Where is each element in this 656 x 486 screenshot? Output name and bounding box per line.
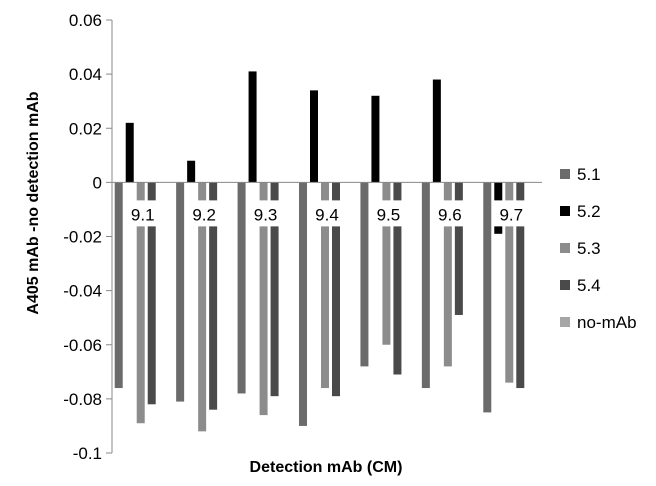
category-label-box bbox=[246, 200, 285, 227]
legend-swatch bbox=[560, 317, 570, 327]
bar bbox=[259, 182, 268, 416]
bar bbox=[505, 182, 514, 383]
bar bbox=[176, 182, 185, 402]
bar bbox=[187, 160, 196, 183]
bar bbox=[310, 90, 318, 183]
y-tick-label: -0.02 bbox=[63, 228, 102, 247]
bar bbox=[248, 71, 257, 183]
bar bbox=[483, 182, 492, 413]
category-label-box bbox=[308, 200, 346, 227]
legend-label: 5.3 bbox=[577, 239, 601, 258]
bar bbox=[125, 122, 134, 183]
bar bbox=[360, 182, 369, 367]
y-tick-label: -0.04 bbox=[63, 282, 102, 301]
bar bbox=[237, 182, 246, 394]
bar bbox=[114, 182, 123, 389]
bar bbox=[382, 182, 391, 345]
category-label: 9.3 bbox=[254, 205, 278, 224]
bar bbox=[299, 182, 307, 426]
bar bbox=[371, 95, 380, 183]
x-axis-title: Detection mAb (CM) bbox=[250, 459, 403, 476]
y-tick-label: -0.08 bbox=[63, 390, 102, 409]
category-label: 9.2 bbox=[192, 205, 216, 224]
category-label: 9.5 bbox=[377, 205, 401, 224]
legend-swatch bbox=[560, 280, 570, 290]
legend-swatch bbox=[560, 169, 570, 179]
bar bbox=[136, 182, 145, 424]
category-label: 9.4 bbox=[315, 205, 339, 224]
y-tick-label: 0.04 bbox=[69, 65, 102, 84]
category-label: 9.1 bbox=[131, 205, 155, 224]
category-label: 9.7 bbox=[499, 205, 523, 224]
bar bbox=[432, 79, 441, 183]
bar bbox=[421, 182, 430, 389]
y-tick-label: -0.1 bbox=[73, 444, 102, 463]
legend-swatch bbox=[560, 206, 570, 216]
category-label: 9.6 bbox=[438, 205, 462, 224]
y-tick-label: 0 bbox=[93, 173, 102, 192]
bar bbox=[321, 182, 329, 389]
category-label-box bbox=[185, 200, 224, 227]
bar bbox=[209, 182, 218, 410]
bar bbox=[516, 182, 525, 389]
bar bbox=[332, 182, 340, 397]
legend-label: 5.1 bbox=[577, 165, 601, 184]
y-tick-label: 0.02 bbox=[69, 119, 102, 138]
category-labels-layer: 9.1 9.2 9.3 9.4 9.5 9.6 9.7 bbox=[123, 200, 531, 227]
category-label-box bbox=[492, 200, 531, 227]
bar bbox=[147, 182, 156, 405]
axes-layer: 0.06 0.04 0.02 0 -0.02 -0.04 -0.06 -0.08 -0.1 bbox=[63, 11, 542, 463]
y-tick-label: -0.06 bbox=[63, 336, 102, 355]
bars-layer bbox=[114, 71, 525, 432]
category-label-box bbox=[430, 200, 469, 227]
legend-label: 5.4 bbox=[577, 276, 601, 295]
y-axis-title: A405 mAb -no detection mAb bbox=[25, 91, 42, 314]
bar bbox=[393, 182, 402, 375]
y-tick-label: 0.06 bbox=[69, 11, 102, 30]
category-label-box bbox=[123, 200, 162, 227]
bar bbox=[443, 182, 452, 367]
legend-label: no-mAb bbox=[577, 313, 637, 332]
legend: 5.1 5.2 5.3 5.4 no-mAb bbox=[560, 165, 637, 332]
bar bbox=[198, 182, 207, 432]
bar bbox=[454, 182, 463, 315]
legend-swatch bbox=[560, 243, 570, 253]
category-label-box bbox=[369, 200, 408, 227]
bar bbox=[270, 182, 279, 397]
legend-label: 5.2 bbox=[577, 202, 601, 221]
